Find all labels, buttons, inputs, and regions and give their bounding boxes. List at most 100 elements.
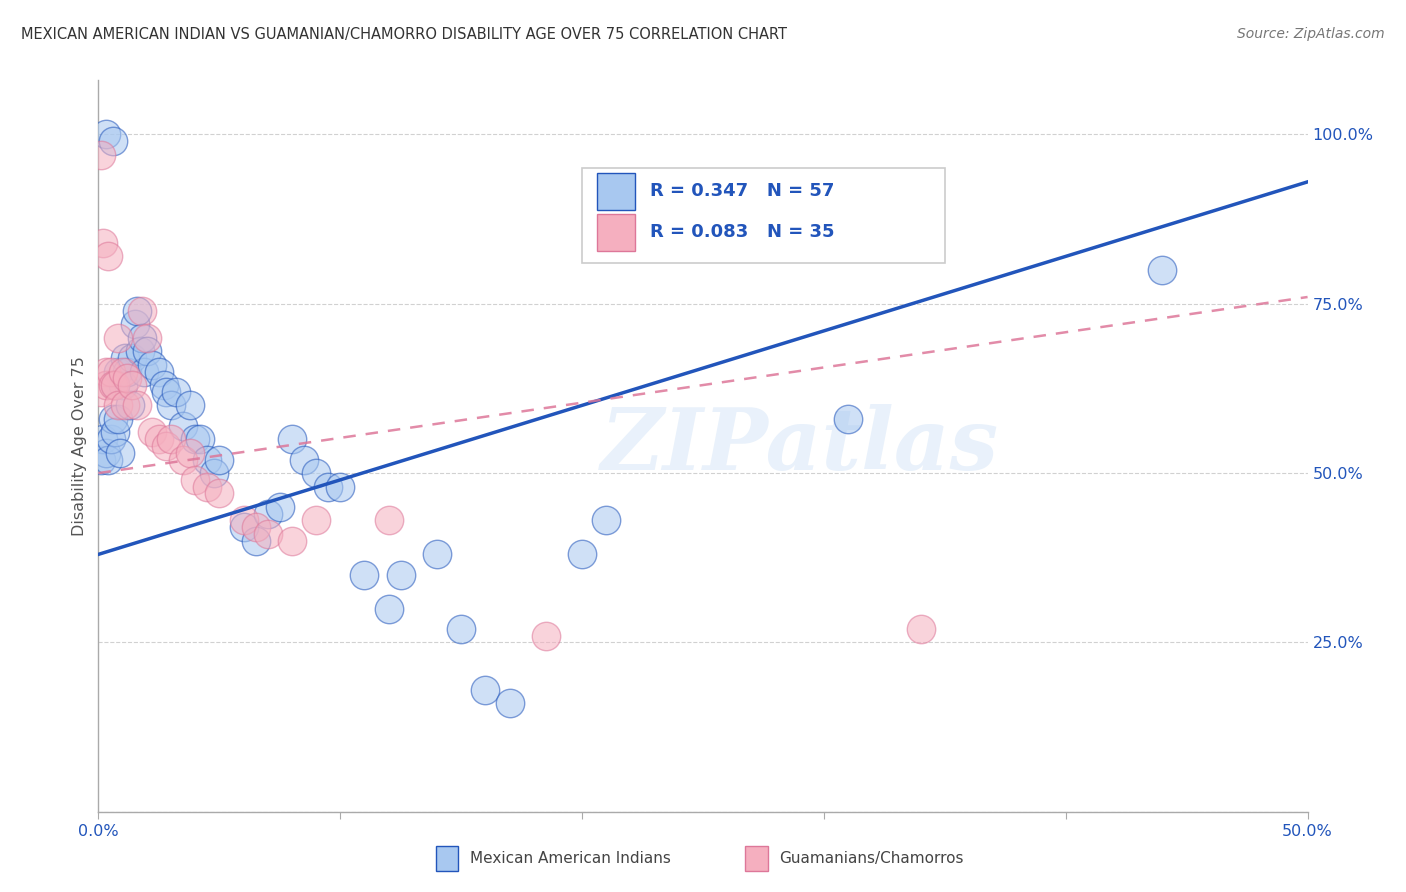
- Point: [90, 384, 112, 399]
- Point: [101, 378, 124, 392]
- Point: [204, 466, 226, 480]
- Point: [141, 358, 163, 372]
- Text: ZIPatlas: ZIPatlas: [600, 404, 998, 488]
- Point: [498, 697, 520, 711]
- Point: [118, 398, 141, 412]
- Point: [245, 533, 267, 548]
- Point: [208, 486, 231, 500]
- Point: [134, 364, 156, 378]
- Point: [152, 378, 174, 392]
- Point: [107, 364, 129, 378]
- Point: [316, 480, 339, 494]
- Point: [127, 303, 149, 318]
- Point: [104, 378, 127, 392]
- Point: [195, 452, 218, 467]
- Point: [91, 235, 114, 250]
- Point: [101, 412, 124, 426]
- Text: MEXICAN AMERICAN INDIAN VS GUAMANIAN/CHAMORRO DISABILITY AGE OVER 75 CORRELATION: MEXICAN AMERICAN INDIAN VS GUAMANIAN/CHA…: [21, 27, 787, 42]
- Point: [256, 527, 278, 541]
- Point: [165, 384, 187, 399]
- Point: [104, 425, 127, 440]
- Point: [148, 364, 170, 378]
- Text: Guamanians/Chamorros: Guamanians/Chamorros: [779, 851, 963, 865]
- Point: [377, 514, 399, 528]
- Point: [107, 412, 129, 426]
- Point: [135, 331, 157, 345]
- Point: [172, 418, 194, 433]
- Point: [269, 500, 291, 514]
- Point: [100, 432, 122, 446]
- Point: [94, 128, 117, 142]
- Point: [256, 507, 278, 521]
- Point: [155, 439, 177, 453]
- Point: [184, 473, 207, 487]
- Point: [281, 533, 304, 548]
- Point: [179, 398, 201, 412]
- Point: [108, 446, 131, 460]
- Point: [160, 432, 183, 446]
- Text: Mexican American Indians: Mexican American Indians: [470, 851, 671, 865]
- Point: [97, 452, 120, 467]
- Point: [135, 344, 157, 359]
- Point: [910, 622, 932, 636]
- Text: R = 0.347   N = 57: R = 0.347 N = 57: [650, 183, 834, 201]
- Point: [426, 547, 449, 561]
- Point: [111, 378, 134, 392]
- Point: [184, 432, 207, 446]
- Point: [377, 601, 399, 615]
- Point: [91, 432, 114, 446]
- Point: [100, 364, 122, 378]
- Point: [837, 412, 859, 426]
- Point: [188, 432, 211, 446]
- Point: [232, 514, 254, 528]
- Point: [305, 466, 328, 480]
- Point: [90, 148, 112, 162]
- Point: [172, 452, 194, 467]
- Point: [131, 303, 153, 318]
- Point: [195, 480, 218, 494]
- Point: [128, 344, 150, 359]
- Point: [353, 567, 375, 582]
- Point: [292, 452, 315, 467]
- Point: [94, 364, 117, 378]
- Point: [107, 331, 129, 345]
- FancyBboxPatch shape: [582, 168, 945, 263]
- Point: [571, 547, 593, 561]
- FancyBboxPatch shape: [596, 214, 636, 251]
- Text: Source: ZipAtlas.com: Source: ZipAtlas.com: [1237, 27, 1385, 41]
- Point: [131, 331, 153, 345]
- Point: [141, 425, 163, 440]
- Point: [127, 398, 149, 412]
- Point: [117, 371, 139, 385]
- Point: [97, 249, 120, 263]
- Point: [107, 398, 129, 412]
- Text: R = 0.083   N = 35: R = 0.083 N = 35: [650, 223, 834, 242]
- Point: [121, 351, 143, 365]
- Point: [208, 452, 231, 467]
- Y-axis label: Disability Age Over 75: Disability Age Over 75: [72, 356, 87, 536]
- Point: [117, 364, 139, 378]
- Point: [534, 629, 557, 643]
- Point: [155, 384, 177, 399]
- Point: [160, 398, 183, 412]
- Point: [595, 514, 617, 528]
- Point: [474, 682, 496, 697]
- Point: [111, 364, 134, 378]
- Point: [232, 520, 254, 534]
- Point: [305, 514, 328, 528]
- Point: [94, 446, 117, 460]
- Point: [179, 446, 201, 460]
- Point: [329, 480, 352, 494]
- Point: [245, 520, 267, 534]
- Point: [124, 317, 146, 331]
- Point: [114, 398, 136, 412]
- Point: [1152, 263, 1174, 277]
- Point: [389, 567, 412, 582]
- Point: [90, 452, 112, 467]
- Point: [450, 622, 472, 636]
- Point: [101, 134, 124, 148]
- Point: [148, 432, 170, 446]
- Point: [104, 378, 127, 392]
- Point: [114, 351, 136, 365]
- Point: [121, 378, 143, 392]
